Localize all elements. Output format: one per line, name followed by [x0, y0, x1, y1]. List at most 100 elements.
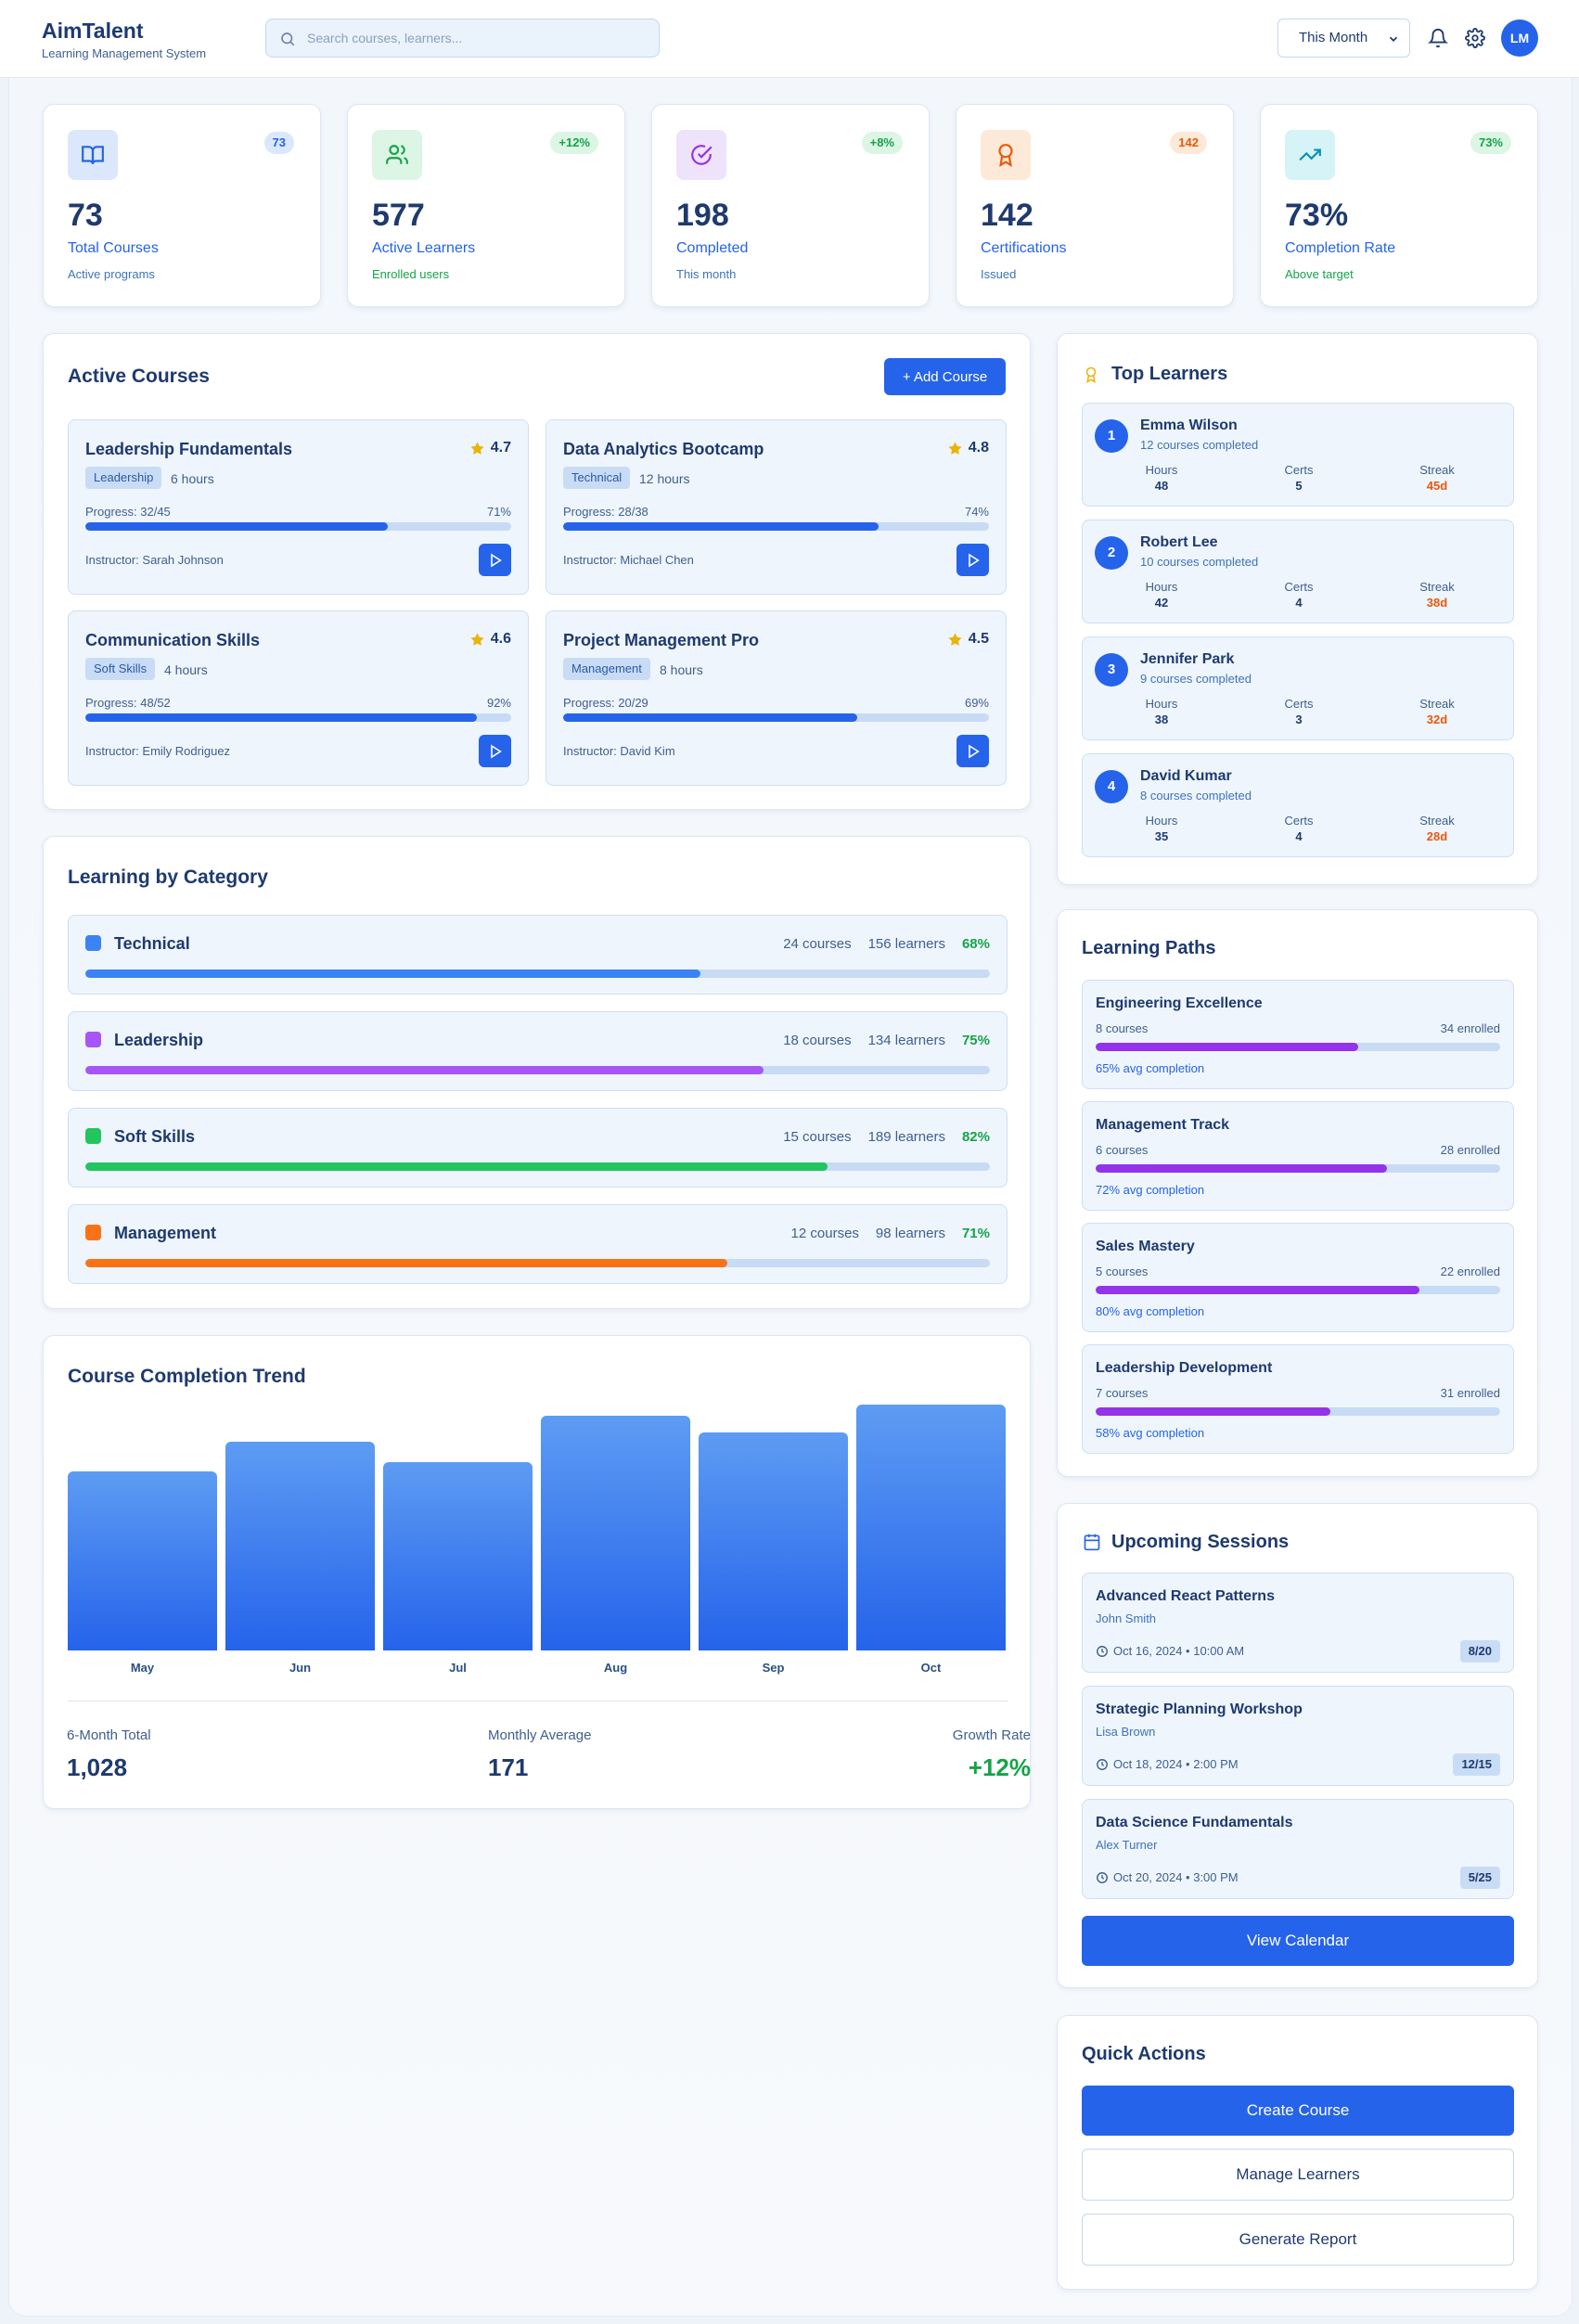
learning-path-card[interactable]: Engineering Excellence 8 courses 34 enroll…	[1082, 980, 1514, 1089]
path-progress-fill	[1096, 1407, 1330, 1416]
users-icon	[386, 145, 408, 164]
course-rating-value: 4.6	[490, 631, 511, 647]
learner-name: Jennifer Park	[1140, 651, 1235, 667]
session-card[interactable]: Advanced React Patterns John Smith Oct 16,…	[1082, 1573, 1514, 1673]
learning-path-card[interactable]: Leadership Development 7 courses 31 enroll…	[1082, 1344, 1514, 1454]
generate-report-button[interactable]: Generate Report	[1082, 2214, 1514, 2266]
play-course-button[interactable]	[479, 544, 511, 576]
path-name: Sales Mastery	[1096, 1239, 1195, 1254]
learner-stat-certs: Certs 3	[1252, 697, 1345, 726]
search-icon	[281, 32, 295, 46]
course-card[interactable]: Communication Skills 4.6 Soft Skills 4 hour…	[68, 610, 529, 786]
learner-card[interactable]: 4 David Kumar 8 courses completed Hours 35 Ce…	[1082, 753, 1514, 857]
course-progress-label: Progress: 48/52	[85, 696, 171, 710]
learner-stat-label: Hours	[1145, 697, 1178, 711]
star-icon	[470, 441, 484, 455]
stat-card: 73% 73% Completion Rate Above target	[1260, 104, 1538, 307]
path-enrolled: 34 enrolled	[1440, 1021, 1500, 1035]
learner-stat-value: 42	[1154, 596, 1169, 610]
stat-icon-box	[68, 130, 118, 180]
session-instructor: John Smith	[1096, 1611, 1157, 1625]
category-row[interactable]: Technical 24 courses 156 learners 68%	[68, 915, 1008, 995]
learning-path-card[interactable]: Management Track 6 courses 28 enrolled 72% …	[1082, 1101, 1514, 1211]
session-capacity-badge: 5/25	[1459, 1867, 1500, 1889]
course-hours: 6 hours	[171, 471, 214, 486]
learner-stat-hours: Hours 42	[1115, 580, 1208, 610]
bell-icon[interactable]	[1428, 27, 1448, 49]
path-avg-completion: 80% avg completion	[1096, 1304, 1205, 1318]
categories-title: Learning by Category	[68, 867, 268, 888]
trend-x-label: Aug	[603, 1661, 628, 1675]
learner-stat-value: 3	[1295, 713, 1303, 726]
add-course-button[interactable]: + Add Course	[884, 358, 1006, 395]
gear-icon[interactable]	[1465, 27, 1485, 49]
course-rating: 4.6	[469, 631, 511, 648]
learner-stat-value: 38	[1154, 713, 1169, 726]
path-progress-bar	[1096, 1043, 1500, 1051]
course-progress-fill	[563, 522, 879, 531]
learner-stat-value: 4	[1295, 596, 1303, 610]
trend-summary-label: Growth Rate	[952, 1727, 1031, 1743]
create-course-button[interactable]: Create Course	[1082, 2086, 1514, 2136]
learner-stat-label: Streak	[1419, 814, 1455, 828]
learner-stat-streak: Streak 45d	[1391, 463, 1483, 493]
trend-x-label: Oct	[920, 1661, 942, 1675]
course-card[interactable]: Data Analytics Bootcamp 4.8 Technical 12 ho…	[546, 419, 1007, 595]
stat-card: 142 142 Certifications Issued	[956, 104, 1234, 307]
play-course-button[interactable]	[956, 544, 989, 576]
learner-rank-badge: 3	[1095, 653, 1128, 687]
play-course-button[interactable]	[479, 735, 511, 767]
course-progress-bar	[563, 522, 989, 531]
search-box	[265, 19, 660, 58]
path-avg-completion: 72% avg completion	[1096, 1183, 1205, 1197]
user-avatar[interactable]: LM	[1501, 19, 1538, 57]
learner-card[interactable]: 2 Robert Lee 10 courses completed Hours 42 Ce…	[1082, 520, 1514, 623]
session-card[interactable]: Strategic Planning Workshop Lisa Brown Oct…	[1082, 1686, 1514, 1786]
view-calendar-button[interactable]: View Calendar	[1082, 1916, 1514, 1966]
session-card[interactable]: Data Science Fundamentals Alex Turner Oct …	[1082, 1799, 1514, 1899]
quick-actions-title: Quick Actions	[1082, 2044, 1206, 2064]
clock-icon	[1097, 1758, 1108, 1770]
learning-path-card[interactable]: Sales Mastery 5 courses 22 enrolled 80% avg…	[1082, 1223, 1514, 1332]
category-courses: 15 courses	[783, 1129, 852, 1145]
course-rating: 4.8	[947, 440, 989, 456]
course-card[interactable]: Project Management Pro 4.5 Management 8 hou…	[546, 610, 1007, 786]
stat-subtext: Enrolled users	[372, 267, 450, 281]
manage-learners-button[interactable]: Manage Learners	[1082, 2149, 1514, 2201]
category-name: Management	[114, 1224, 217, 1242]
trend-x-label: Jul	[449, 1661, 467, 1675]
learner-card[interactable]: 1 Emma Wilson 12 courses completed Hours 48 C…	[1082, 403, 1514, 507]
learner-stat-certs: Certs 4	[1252, 580, 1345, 610]
period-select[interactable]: This Month	[1277, 19, 1410, 58]
play-icon	[490, 744, 502, 758]
stat-label: Active Learners	[372, 240, 476, 256]
trend-bar-jul	[383, 1462, 533, 1650]
session-capacity-badge: 8/20	[1459, 1640, 1500, 1663]
stat-value: 198	[676, 198, 729, 233]
category-row[interactable]: Management 12 courses 98 learners 71%	[68, 1204, 1008, 1284]
course-instructor: Instructor: David Kim	[563, 744, 675, 758]
play-course-button[interactable]	[956, 735, 989, 767]
stat-subtext: This month	[676, 267, 737, 281]
play-icon	[968, 744, 980, 758]
course-progress-bar	[85, 713, 511, 722]
category-name: Technical	[114, 934, 190, 953]
session-datetime: Oct 20, 2024 • 3:00 PM	[1096, 1870, 1239, 1884]
learner-stat-streak: Streak 38d	[1391, 580, 1483, 610]
course-category-tag: Management	[563, 658, 650, 680]
category-row[interactable]: Leadership 18 courses 134 learners 75%	[68, 1011, 1008, 1091]
course-progress-label: Progress: 20/29	[563, 696, 648, 710]
course-progress-fill	[85, 522, 388, 531]
stat-value: 73	[68, 198, 103, 233]
learner-name: Robert Lee	[1140, 534, 1218, 550]
course-hours: 12 hours	[639, 471, 690, 486]
stat-icon-box	[676, 130, 726, 180]
course-category-tag: Technical	[563, 467, 631, 489]
path-enrolled: 22 enrolled	[1440, 1265, 1500, 1278]
stat-label: Total Courses	[68, 240, 159, 256]
category-row[interactable]: Soft Skills 15 courses 189 learners 82%	[68, 1108, 1008, 1188]
search-input[interactable]	[307, 19, 650, 57]
course-card[interactable]: Leadership Fundamentals 4.7 Leadership 6 ho…	[68, 419, 529, 595]
quick-actions-card: Quick Actions Create Course Manage Learn…	[1057, 2015, 1538, 2290]
learner-card[interactable]: 3 Jennifer Park 9 courses completed Hours 38…	[1082, 636, 1514, 740]
